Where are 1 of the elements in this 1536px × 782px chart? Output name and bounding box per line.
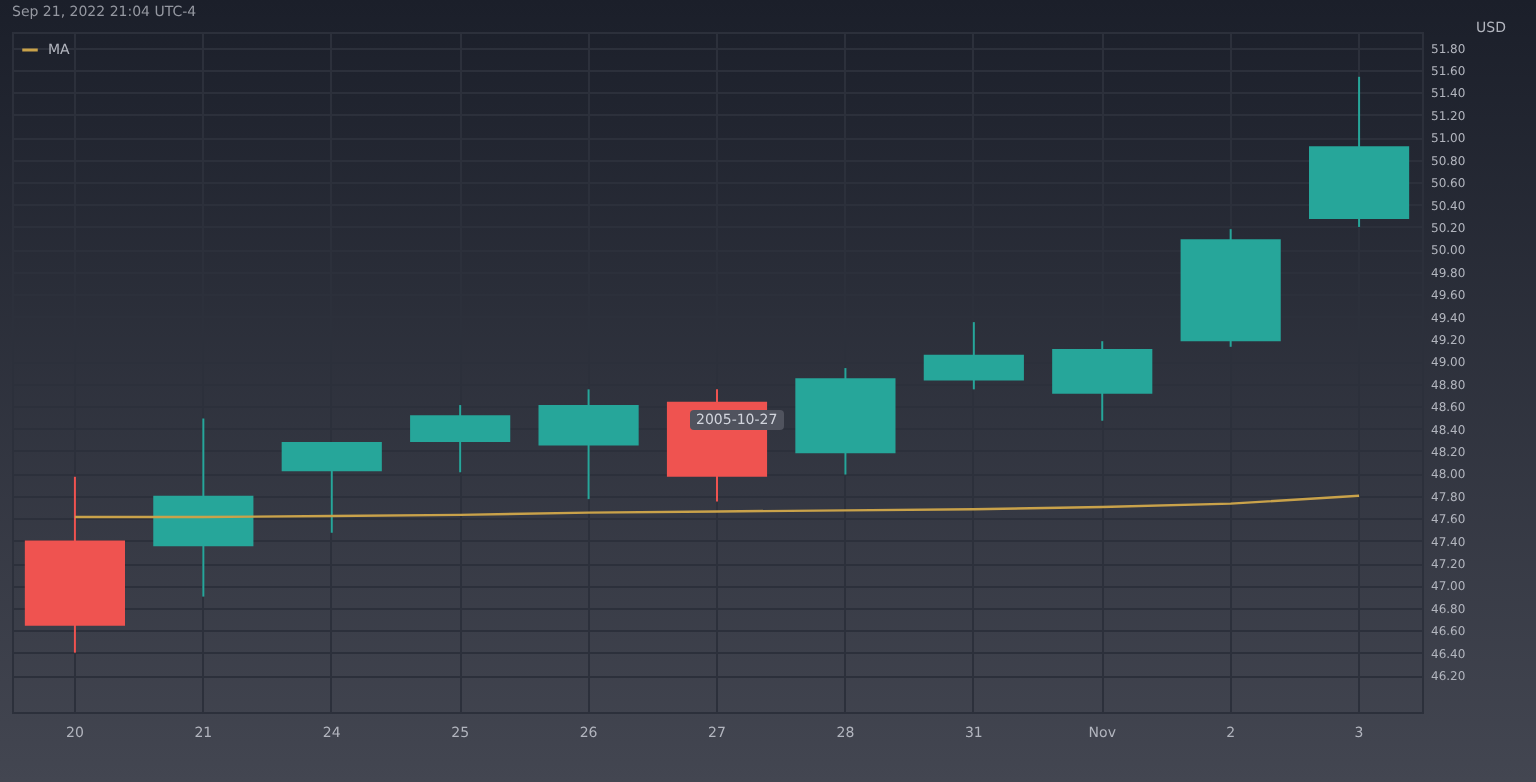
line-series: [73, 494, 1361, 519]
